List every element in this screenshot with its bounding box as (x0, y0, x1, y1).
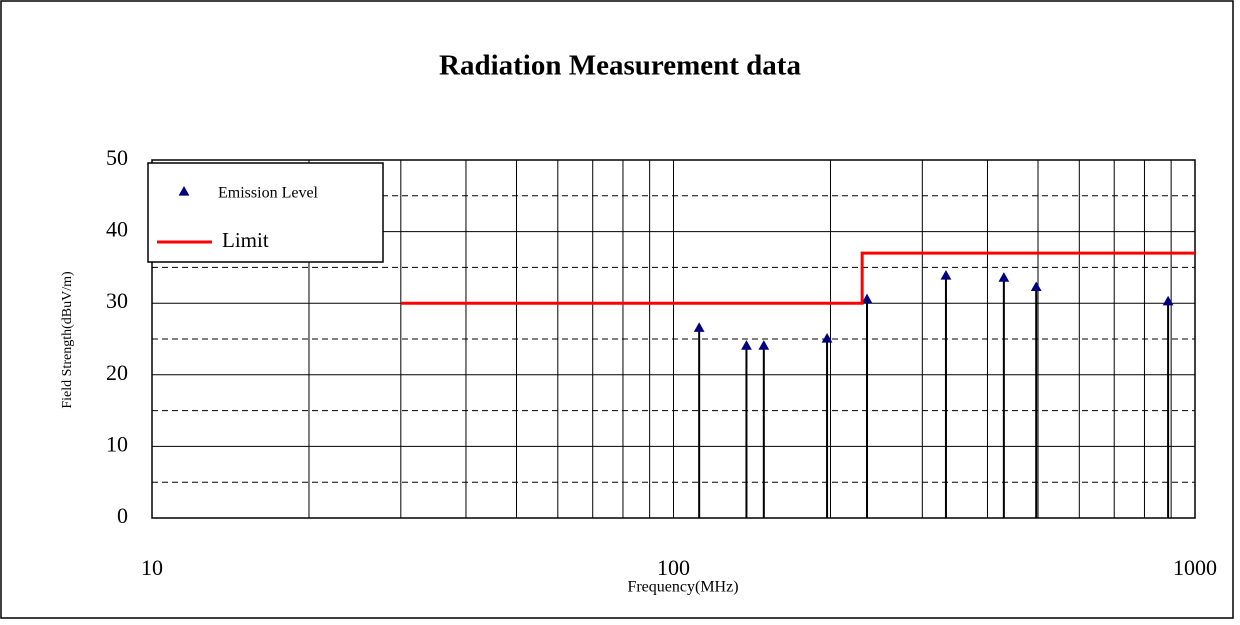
x-tick-label: 10 (141, 555, 163, 580)
marker (741, 340, 752, 350)
y-axis-label: Field Strength(dBuV/m) (60, 271, 75, 409)
legend-box (147, 162, 384, 263)
marker (940, 269, 952, 280)
legend-label: Limit (222, 228, 269, 252)
limit-line (400, 251, 1195, 305)
y-tick-label: 10 (106, 431, 128, 456)
marker (998, 272, 1010, 282)
x-tick-label: 1000 (1173, 555, 1217, 580)
legend-marker (178, 186, 190, 196)
marker (693, 322, 705, 332)
legend-label: Emission Level (218, 185, 319, 202)
plot-border (151, 159, 1196, 519)
marker (758, 340, 770, 350)
y-tick-label: 30 (106, 288, 128, 313)
y-tick-label: 0 (117, 503, 128, 528)
marker (1162, 295, 1174, 306)
y-tick-label: 20 (106, 360, 128, 385)
y-tick-label: 50 (106, 145, 128, 170)
chart-title: Radiation Measurement data (439, 50, 801, 82)
y-tick-label: 40 (106, 217, 128, 242)
x-tick-label: 100 (657, 555, 690, 580)
marker (821, 333, 833, 343)
marker (861, 293, 873, 304)
marker (1030, 281, 1042, 292)
x-axis-label: Frequency(MHz) (627, 579, 738, 596)
